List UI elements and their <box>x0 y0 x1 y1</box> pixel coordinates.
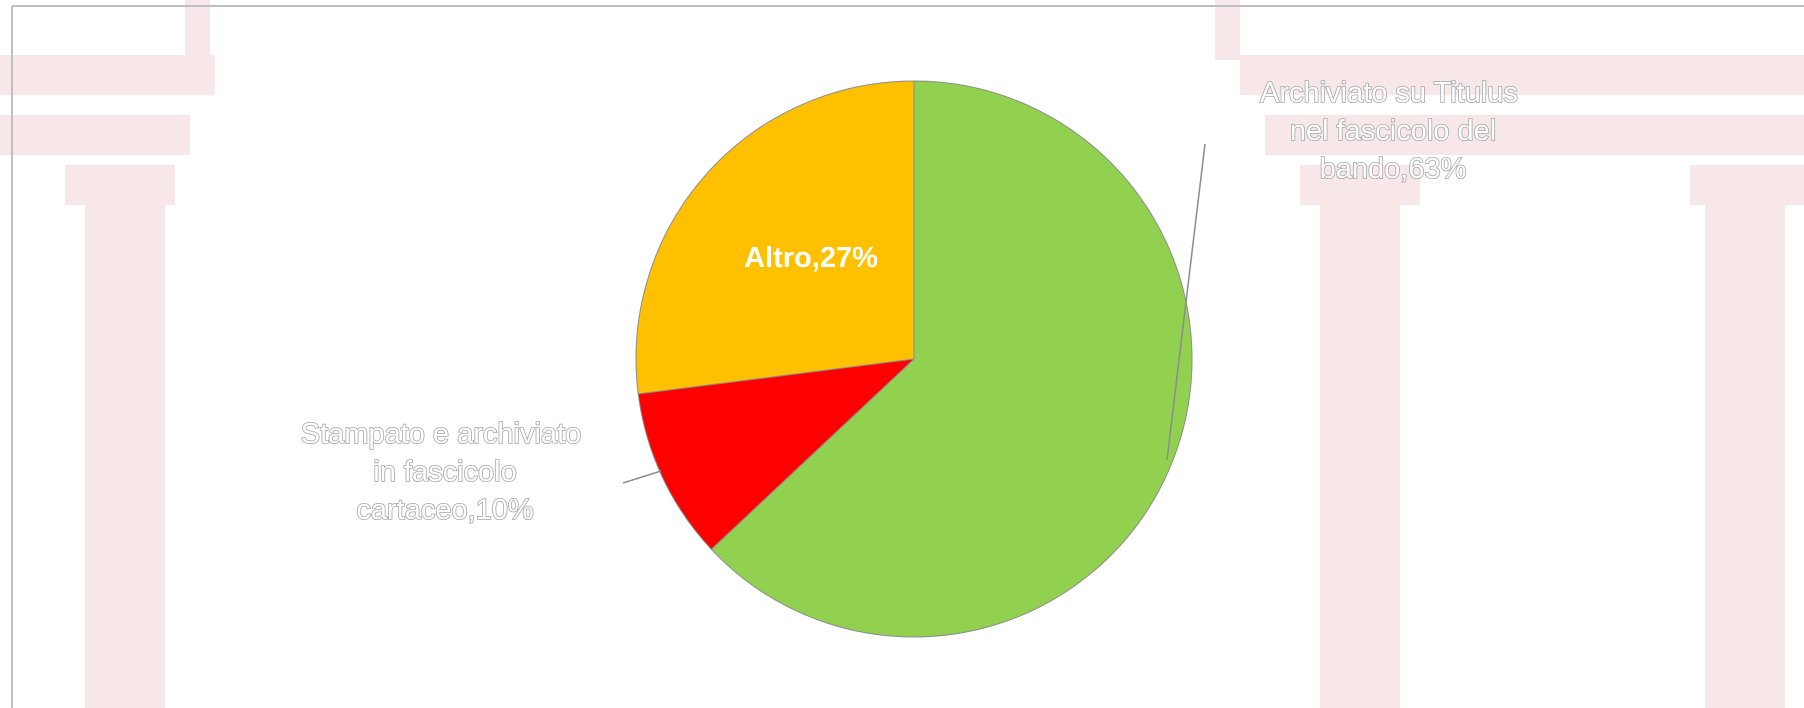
label-line: bando,63% <box>1312 153 1467 185</box>
pie-slice <box>635 80 915 395</box>
leader-line <box>1166 143 1206 461</box>
pie: Archiviato su Titulus nel fascicolo del … <box>300 76 1519 638</box>
pie-slice <box>637 358 916 551</box>
label-line: cartaceo,10% <box>348 494 533 526</box>
label-line: Archiviato su Titulus <box>1260 77 1518 109</box>
data-label: Altro,27% <box>744 242 878 274</box>
label-line: Stampato e archiviato <box>301 418 581 450</box>
label-line: nel fascicolo del <box>1282 115 1496 147</box>
data-label: Archiviato su Titulus nel fascicolo del … <box>1260 77 1518 185</box>
pie-slice <box>710 80 1193 638</box>
leader-line <box>622 470 662 484</box>
label-line: Altro,27% <box>744 242 878 274</box>
data-label: Stampato e archiviato in fascicolo carta… <box>301 418 581 526</box>
label-line: in fascicolo <box>365 456 517 488</box>
